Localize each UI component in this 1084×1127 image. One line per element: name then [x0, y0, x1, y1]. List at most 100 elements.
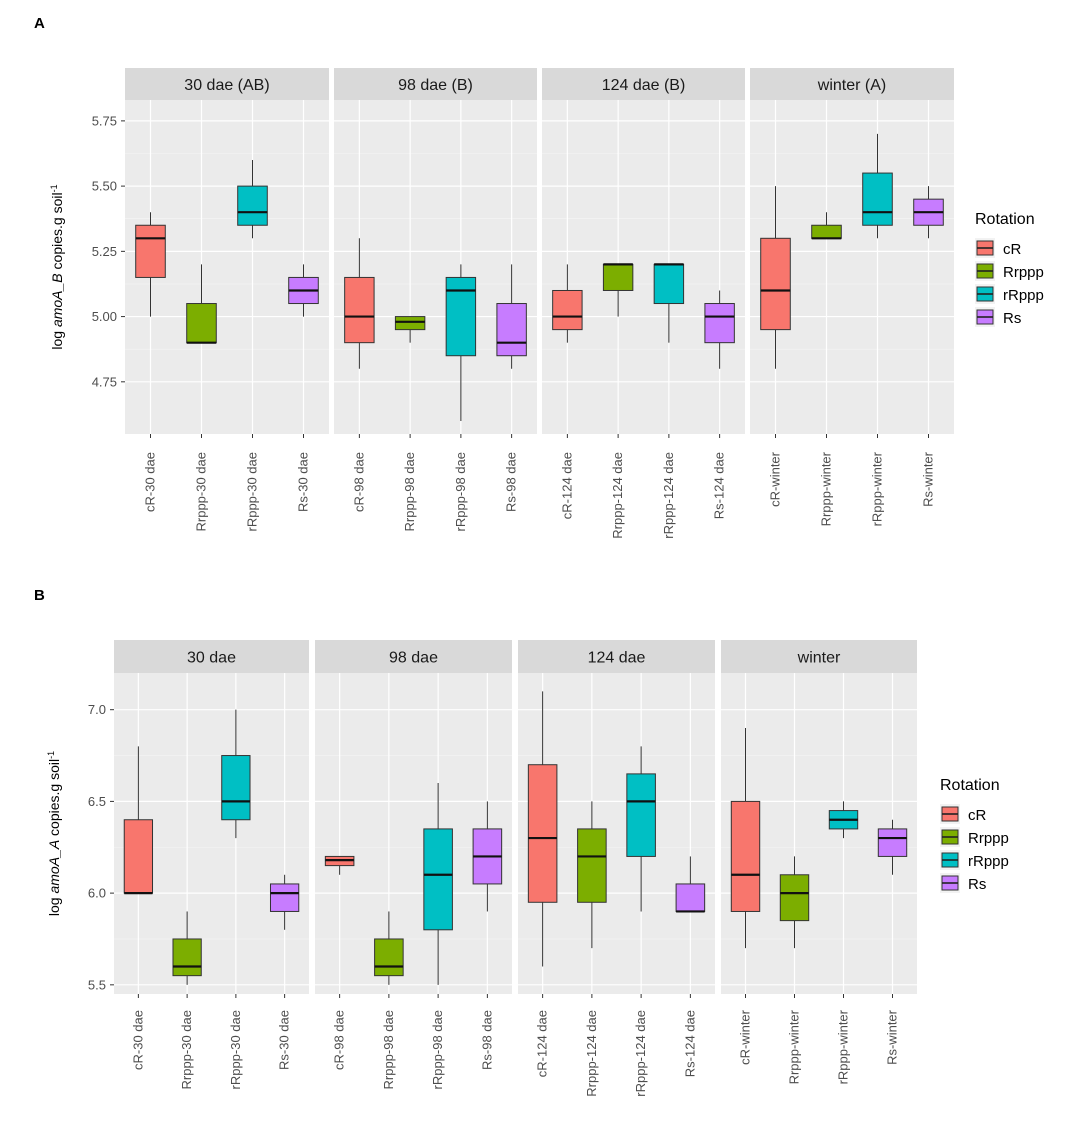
y-tick-label: 5.00	[92, 309, 117, 324]
facet: 124 dae (B) cR-124 dae Rrppp-124 dae rRppp-…	[542, 68, 745, 539]
y-axis-title-unit: copies.g soil	[49, 192, 65, 273]
x-tick-label: Rrppp-30 dae	[179, 1010, 194, 1090]
x-tick-label: Rrppp-winter	[819, 451, 834, 526]
x-tick-label: rRppp-124 dae	[633, 1010, 648, 1097]
box-iqr	[602, 263, 634, 291]
legend-title: Rotation	[975, 211, 1035, 228]
legend-title: Rotation	[940, 777, 1000, 794]
box-rRppp	[423, 783, 453, 985]
box-iqr	[135, 224, 166, 278]
box-rRppp	[653, 263, 685, 343]
legend-label: Rs	[1003, 310, 1021, 327]
box-cR	[344, 238, 375, 369]
x-tick-label: rRppp-124 dae	[661, 452, 676, 539]
box-Rs	[913, 186, 944, 239]
box-iqr	[552, 289, 583, 331]
y-tick-label: 6.5	[88, 794, 106, 809]
facet-title: 124 dae (B)	[602, 77, 686, 94]
facet: winter (A) cR-winter Rrppp-winter rRppp-win…	[750, 68, 954, 526]
box-iqr	[730, 800, 761, 912]
x-tick-label: cR-30 dae	[130, 1010, 145, 1070]
box-Rs	[675, 856, 706, 913]
x-tick-label: cR-124 dae	[535, 1010, 550, 1077]
legend-label: Rrppp	[1003, 264, 1044, 281]
facet-strip	[114, 640, 309, 673]
box-iqr	[626, 773, 656, 857]
x-tick-label: cR-30 dae	[143, 452, 158, 512]
box-Rrppp	[394, 316, 426, 343]
box-Rrppp	[779, 856, 810, 949]
panel-label: B	[34, 587, 45, 604]
x-tick-label: Rrppp-98 dae	[402, 452, 417, 532]
x-tick-label: Rs-98 dae	[504, 452, 519, 512]
box-Rrppp	[172, 911, 202, 985]
box-Rrppp	[186, 264, 217, 344]
facet-title: 98 dae (B)	[398, 77, 473, 94]
box-cR	[552, 264, 583, 343]
box-Rrppp	[811, 212, 842, 240]
plot-background	[334, 100, 537, 434]
x-tick-label: rRppp-winter	[870, 451, 885, 526]
box-cR	[760, 186, 791, 369]
box-Rs	[877, 819, 908, 875]
facet-title: 30 dae (AB)	[184, 77, 269, 94]
facet-strip	[721, 640, 917, 673]
y-axis-title: log amoA_A copies.g soil-1	[46, 751, 62, 916]
facet: 98 dae (B) cR-98 dae Rrppp-98 dae rRppp-98 …	[334, 68, 537, 532]
y-axis-title-prefix: log	[46, 894, 62, 917]
y-axis-title: log amoA_B copies.g soil-1	[49, 184, 65, 349]
facet-strip	[542, 68, 745, 100]
facet-strip	[315, 640, 512, 673]
facet-strip	[750, 68, 954, 100]
facet: winter cR-winter Rrppp-winter rRppp-winter R…	[721, 640, 917, 1084]
x-tick-label: cR-winter	[768, 451, 783, 507]
legend-label: rRppp	[968, 853, 1009, 870]
facet-title: 30 dae	[187, 650, 236, 667]
box-rRppp	[862, 133, 893, 239]
panel-B: B 5.5 6.0 6.5 7.0 log amoA_A copies.g soil-1 3…	[34, 587, 1009, 1097]
box-Rrppp	[374, 911, 404, 985]
box-iqr	[344, 276, 375, 344]
legend: Rotation cR Rrppp rRppp Rs	[975, 211, 1044, 327]
x-tick-label: cR-98 dae	[351, 452, 366, 512]
x-tick-label: rRppp-30 dae	[228, 1010, 243, 1090]
y-tick-label: 5.5	[88, 977, 106, 992]
y-tick-label: 5.25	[92, 244, 117, 259]
x-tick-label: rRppp-30 dae	[245, 452, 260, 532]
box-iqr	[221, 755, 251, 821]
x-tick-label: Rrppp-124 dae	[610, 452, 625, 539]
box-iqr	[269, 883, 300, 912]
box-Rrppp	[577, 801, 607, 949]
box-rRppp	[237, 160, 268, 239]
facet-strip	[334, 68, 537, 100]
panel-A: A 4.75 5.00 5.25 5.50 5.75 log amoA_B copies.g…	[34, 15, 1044, 539]
box-iqr	[760, 237, 791, 331]
box-cR	[135, 212, 166, 317]
box-Rs	[496, 264, 527, 369]
box-rRppp	[221, 709, 251, 839]
y-axis-title-gene: amoA_B	[49, 273, 65, 327]
facet-strip	[125, 68, 329, 100]
box-iqr	[186, 303, 217, 344]
box-iqr	[877, 828, 908, 857]
box-rRppp	[828, 801, 859, 839]
x-tick-label: Rrppp-30 dae	[194, 452, 209, 532]
facet-title: winter (A)	[817, 77, 886, 94]
box-iqr	[577, 828, 607, 903]
box-iqr	[862, 172, 893, 226]
legend: Rotation cR Rrppp rRppp Rs	[940, 777, 1009, 893]
x-tick-label: Rs-98 dae	[479, 1010, 494, 1070]
x-tick-label: Rs-30 dae	[277, 1010, 292, 1070]
box-rRppp	[626, 746, 656, 912]
y-axis-title-exponent: -1	[46, 751, 56, 759]
legend-label: Rs	[968, 876, 986, 893]
x-tick-label: Rs-124 dae	[712, 452, 727, 519]
box-Rs	[269, 874, 300, 930]
x-tick-label: rRppp-98 dae	[453, 452, 468, 532]
y-axis-title-prefix: log	[49, 327, 65, 350]
y-tick-label: 5.75	[92, 113, 117, 128]
box-cR	[123, 746, 154, 895]
x-tick-label: cR-98 dae	[332, 1010, 347, 1070]
box-iqr	[123, 819, 154, 894]
